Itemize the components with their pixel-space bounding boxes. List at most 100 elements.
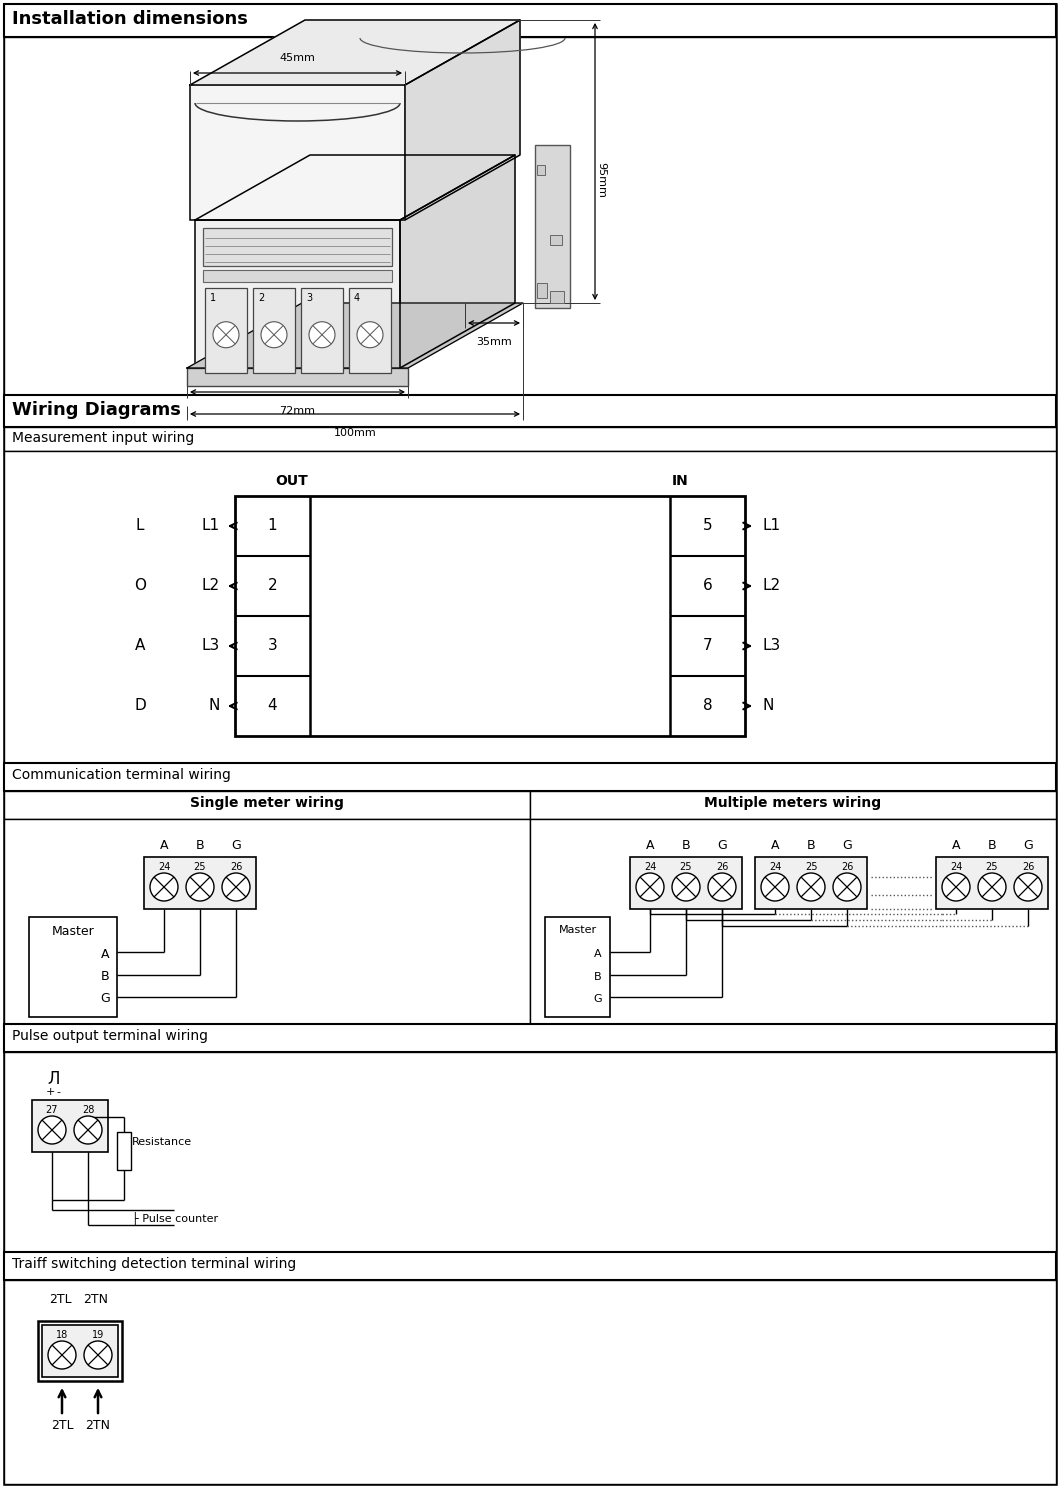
Text: G: G	[231, 839, 241, 853]
Circle shape	[213, 321, 238, 348]
Text: 35mm: 35mm	[476, 336, 512, 347]
Bar	[205, 289, 247, 373]
Text: A: A	[952, 839, 960, 853]
Text: G: G	[842, 839, 852, 853]
Polygon shape	[187, 304, 523, 368]
Text: 6: 6	[703, 579, 712, 594]
Text: 2: 2	[268, 579, 278, 594]
Text: 4: 4	[354, 293, 360, 304]
Text: 2TL: 2TL	[49, 1293, 71, 1306]
Text: 5: 5	[703, 518, 712, 534]
Text: 100mm: 100mm	[334, 429, 376, 437]
Text: 26: 26	[716, 862, 728, 872]
Circle shape	[978, 873, 1006, 902]
Bar	[29, 917, 117, 1016]
Text: L3: L3	[763, 638, 781, 653]
Bar	[204, 228, 392, 266]
Bar	[349, 289, 391, 373]
Bar	[755, 857, 867, 909]
Polygon shape	[400, 155, 515, 368]
Text: 24: 24	[643, 862, 656, 872]
Text: A: A	[646, 839, 654, 853]
Text: 27: 27	[46, 1106, 58, 1115]
Circle shape	[186, 873, 214, 902]
Bar	[204, 269, 392, 283]
Text: B: B	[196, 839, 205, 853]
Circle shape	[942, 873, 970, 902]
Text: 3: 3	[267, 638, 278, 653]
Bar	[187, 368, 408, 385]
Text: D: D	[135, 698, 146, 714]
Circle shape	[74, 1116, 102, 1144]
Text: 25: 25	[805, 862, 817, 872]
Bar	[936, 857, 1048, 909]
Text: Master: Master	[559, 926, 597, 934]
Bar	[530, 792, 1056, 818]
Text: Traiff switching detection terminal wiring: Traiff switching detection terminal wiri…	[12, 1257, 296, 1271]
Text: +: +	[46, 1088, 55, 1097]
Bar	[4, 1052, 1056, 1251]
Text: -: -	[56, 1088, 60, 1097]
Text: A: A	[771, 839, 779, 853]
Polygon shape	[405, 19, 520, 220]
Text: G: G	[594, 994, 602, 1004]
Text: 45mm: 45mm	[280, 54, 316, 62]
Text: 2: 2	[258, 293, 264, 304]
Text: Л: Л	[48, 1070, 60, 1088]
Text: L2: L2	[201, 579, 220, 594]
Bar	[4, 37, 1056, 394]
Text: 2TN: 2TN	[86, 1420, 110, 1431]
Polygon shape	[190, 19, 520, 85]
Circle shape	[261, 321, 287, 348]
Circle shape	[357, 321, 383, 348]
Bar	[550, 235, 562, 246]
Bar	[301, 289, 343, 373]
Text: 25: 25	[194, 862, 207, 872]
Text: 2TN: 2TN	[84, 1293, 108, 1306]
Bar	[117, 1132, 131, 1170]
Bar	[4, 1024, 1056, 1052]
Text: Master: Master	[52, 926, 94, 937]
Circle shape	[310, 321, 335, 348]
Bar	[4, 394, 1056, 427]
Text: Multiple meters wiring: Multiple meters wiring	[705, 796, 882, 809]
Text: O: O	[134, 579, 146, 594]
Text: 7: 7	[703, 638, 712, 653]
Text: A: A	[595, 949, 602, 958]
Text: B: B	[988, 839, 996, 853]
Bar	[32, 1100, 108, 1152]
Text: G: G	[718, 839, 727, 853]
Circle shape	[48, 1341, 76, 1369]
Bar	[537, 283, 547, 298]
Text: B: B	[682, 839, 690, 853]
Bar	[4, 427, 1056, 451]
Text: 28: 28	[82, 1106, 94, 1115]
Text: A: A	[160, 839, 169, 853]
Text: Pulse output terminal wiring: Pulse output terminal wiring	[12, 1030, 208, 1043]
Text: B: B	[807, 839, 815, 853]
Text: 1: 1	[210, 293, 216, 304]
Text: OUT: OUT	[276, 475, 308, 488]
Bar	[535, 144, 570, 308]
Bar	[630, 857, 742, 909]
Polygon shape	[195, 155, 515, 220]
Text: L1: L1	[201, 518, 220, 534]
Bar	[530, 818, 1056, 1024]
Bar	[4, 1251, 1056, 1280]
Text: G: G	[1023, 839, 1032, 853]
Text: Wiring Diagrams: Wiring Diagrams	[12, 400, 181, 420]
Bar	[545, 917, 610, 1016]
Bar	[4, 818, 530, 1024]
Text: B: B	[595, 972, 602, 982]
Text: A: A	[101, 948, 109, 960]
Text: L2: L2	[763, 579, 781, 594]
Text: B: B	[101, 970, 109, 984]
Bar	[190, 85, 405, 220]
Text: 95mm: 95mm	[596, 162, 606, 198]
Text: Installation dimensions: Installation dimensions	[12, 10, 248, 28]
Circle shape	[797, 873, 825, 902]
Text: 4: 4	[268, 698, 278, 714]
Text: 24: 24	[768, 862, 781, 872]
Text: 26: 26	[1022, 862, 1035, 872]
Bar	[42, 1324, 118, 1376]
